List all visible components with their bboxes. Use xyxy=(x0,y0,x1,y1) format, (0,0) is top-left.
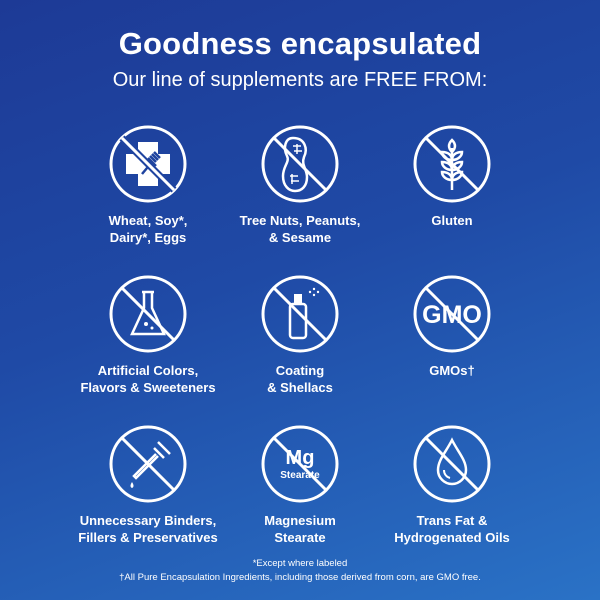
item-label: Tree Nuts, Peanuts, & Sesame xyxy=(239,213,361,245)
no-gmo-icon: GMO xyxy=(413,275,491,353)
item-label: GMOs† xyxy=(429,363,475,378)
item-gluten: Gluten xyxy=(362,124,542,229)
no-dropper-icon xyxy=(109,425,187,503)
svg-text:Stearate: Stearate xyxy=(280,470,320,481)
item-wheat-soy-dairy-eggs: Wheat, Soy*, Dairy*, Eggs xyxy=(58,124,238,246)
item-artificial-colors: Artificial Colors, Flavors & Sweeteners xyxy=(58,274,238,396)
no-flask-icon xyxy=(109,275,187,353)
item-label: Gluten xyxy=(431,213,473,228)
item-label: Trans Fat & Hydrogenated Oils xyxy=(394,513,510,545)
item-label: Unnecessary Binders, Fillers & Preservat… xyxy=(78,513,218,545)
item-gmos: GMO GMOs† xyxy=(362,274,542,379)
item-label: Coating & Shellacs xyxy=(267,363,333,395)
no-wheat-grain-icon xyxy=(413,125,491,203)
item-magnesium-stearate: Mg Stearate Magnesium Stearate xyxy=(210,424,390,546)
item-label: Artificial Colors, Flavors & Sweeteners xyxy=(80,363,216,395)
item-coating-shellacs: Coating & Shellacs xyxy=(210,274,390,396)
page-title: Goodness encapsulated xyxy=(118,26,482,61)
no-peanut-icon xyxy=(261,125,339,203)
no-allergen-icon xyxy=(109,125,187,203)
footnote-except: *Except where labeled xyxy=(252,558,348,569)
no-oil-drop-icon xyxy=(413,425,491,503)
footnote-gmo: †All Pure Encapsulation Ingredients, inc… xyxy=(119,572,481,583)
page-subtitle: Our line of supplements are FREE FROM: xyxy=(112,69,488,91)
item-label: Wheat, Soy*, Dairy*, Eggs xyxy=(108,213,188,245)
item-binders-fillers: Unnecessary Binders, Fillers & Preservat… xyxy=(58,424,238,546)
item-nuts-sesame: Tree Nuts, Peanuts, & Sesame xyxy=(210,124,390,246)
item-label: Magnesium Stearate xyxy=(264,513,336,545)
svg-text:Mg: Mg xyxy=(286,447,315,469)
mg-stearate-icon: Mg Stearate xyxy=(261,425,339,503)
no-spray-bottle-icon xyxy=(261,275,339,353)
item-trans-fat: Trans Fat & Hydrogenated Oils xyxy=(362,424,542,546)
